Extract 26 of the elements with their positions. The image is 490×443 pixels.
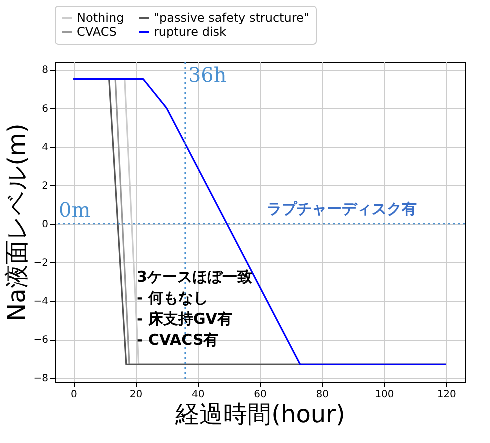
x-tick-label: 80 [316,390,329,400]
ref-line-label: 0m [59,198,91,222]
y-tick-label: 2 [42,180,48,192]
annotation: ラプチャーディスク有 [267,200,417,218]
y-tick-label: 6 [42,104,48,115]
y-tick-label: −4 [34,296,48,308]
x-tick-label: 20 [130,390,143,400]
y-tick-label: −8 [34,374,48,385]
x-tick-label: 100 [375,390,394,400]
annotation: 3ケースほぼ一致 - 何もなし - 床支持GV有 - CVACS有 [137,268,252,349]
y-tick-label: 4 [42,142,48,154]
y-tick-label: −6 [34,335,48,346]
x-tick-label: 0 [70,390,78,400]
x-axis-title: 経過時間(hour) [174,400,346,428]
x-tick-label: 120 [437,390,456,400]
x-tick-label: 40 [192,390,205,400]
x-tick-label: 60 [254,390,267,400]
legend-label: "passive safety structure" [154,11,310,25]
legend-label: Nothing [77,11,124,25]
y-axis-title: Na液面レベル(m) [2,124,31,322]
y-tick-label: 0 [42,219,48,230]
legend-label: rupture disk [154,25,227,39]
legend-label: CVACS [77,25,117,39]
y-tick-label: 8 [42,65,48,76]
y-tick-label: −2 [34,258,48,269]
ref-line-label: 36h [188,63,227,87]
